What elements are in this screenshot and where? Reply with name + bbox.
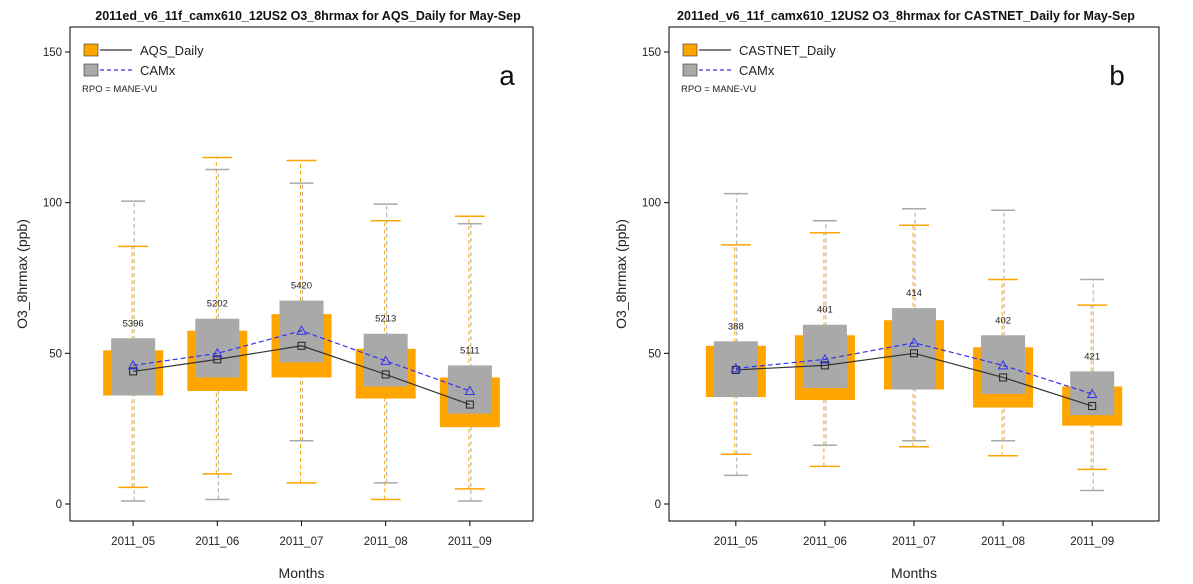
model-mean-marker (997, 359, 1009, 370)
x-tick-label: 2011_09 (1070, 536, 1114, 548)
obs-mean-marker (213, 355, 222, 364)
rpo-note: RPO = MANE-VU (681, 84, 756, 95)
sample-count: 402 (995, 315, 1011, 326)
model-mean-marker (211, 347, 223, 358)
x-tick-label: 2011_08 (364, 536, 408, 548)
legend-swatch-model (682, 63, 698, 77)
sample-count: 5111 (460, 345, 480, 356)
x-tick-label: 2011_07 (280, 536, 324, 548)
plot-frame (69, 26, 534, 522)
sample-count: 5396 (123, 318, 144, 329)
chart-panel-b: 2011ed_v6_11f_camx610_12US2 O3_8hrmax fo… (613, 9, 1160, 581)
sample-count: 421 (1084, 351, 1100, 362)
sample-count: 5202 (207, 299, 228, 310)
rpo-note: RPO = MANE-VU (82, 84, 157, 95)
sample-count: 401 (817, 305, 833, 316)
y-tick-label: 0 (655, 499, 661, 511)
model-mean-marker (380, 355, 392, 365)
model-box (892, 308, 936, 390)
model-mean-marker (296, 325, 307, 335)
obs-mean-marker (910, 349, 918, 358)
model-mean-line (133, 330, 471, 392)
obs-mean-marker (381, 370, 390, 379)
model-mean-marker (730, 362, 742, 373)
chart-panel-a: 2011ed_v6_11f_camx610_12US2 O3_8hrmax fo… (14, 9, 534, 581)
y-tick-label: 100 (642, 198, 661, 210)
x-tick-label: 2011_06 (195, 536, 239, 548)
model-mean-line (735, 342, 1093, 395)
obs-mean-marker (1088, 402, 1097, 411)
legend-label-obs: AQS_Daily (140, 43, 204, 58)
model-mean-marker (464, 385, 476, 395)
y-tick-label: 150 (43, 47, 62, 59)
y-axis-label: O3_8hrmax (ppb) (613, 219, 629, 329)
legend-swatch-model (83, 63, 99, 77)
x-tick-label: 2011_05 (111, 536, 155, 548)
obs-mean-line (133, 345, 471, 406)
y-tick-label: 150 (642, 47, 661, 59)
model-box (1070, 371, 1115, 416)
obs-mean-marker (129, 367, 138, 376)
sample-count: 5420 (291, 281, 312, 292)
x-tick-label: 2011_08 (981, 536, 1025, 548)
x-axis-label: Months (891, 565, 937, 581)
y-tick-label: 50 (49, 348, 62, 360)
model-box (363, 333, 408, 387)
model-box (447, 365, 492, 414)
model-mean-marker (127, 359, 139, 370)
legend-label-model: CAMx (739, 63, 775, 78)
x-tick-label: 2011_09 (448, 536, 492, 548)
legend-swatch-obs (682, 43, 698, 57)
legend-swatch-obs (83, 43, 99, 57)
x-tick-label: 2011_06 (803, 536, 847, 548)
obs-mean-marker (297, 341, 306, 350)
x-axis-label: Months (279, 565, 325, 581)
model-mean-marker (908, 337, 920, 347)
panel-tag: a (499, 60, 515, 91)
sample-count: 5213 (375, 314, 396, 325)
x-tick-label: 2011_07 (892, 536, 936, 548)
sample-count: 388 (728, 321, 744, 332)
legend-label-model: CAMx (140, 63, 176, 78)
obs-mean-line (735, 352, 1093, 407)
chart-title: 2011ed_v6_11f_camx610_12US2 O3_8hrmax fo… (95, 9, 521, 23)
obs-mean-marker (999, 373, 1008, 382)
obs-mean-marker (820, 361, 829, 370)
y-axis-label: O3_8hrmax (ppb) (14, 219, 30, 329)
obs-mean-marker (465, 400, 474, 409)
panel-tag: b (1109, 60, 1125, 91)
legend-label-obs: CASTNET_Daily (739, 43, 836, 58)
sample-count: 414 (906, 288, 922, 299)
model-box (279, 300, 324, 363)
model-box (111, 338, 156, 396)
y-tick-label: 0 (56, 499, 62, 511)
model-mean-marker (819, 353, 831, 364)
x-tick-label: 2011_05 (714, 536, 758, 548)
y-tick-label: 100 (43, 198, 62, 210)
chart-title: 2011ed_v6_11f_camx610_12US2 O3_8hrmax fo… (677, 9, 1135, 23)
model-mean-marker (1086, 388, 1098, 399)
model-box (981, 335, 1026, 395)
y-tick-label: 50 (648, 348, 661, 360)
